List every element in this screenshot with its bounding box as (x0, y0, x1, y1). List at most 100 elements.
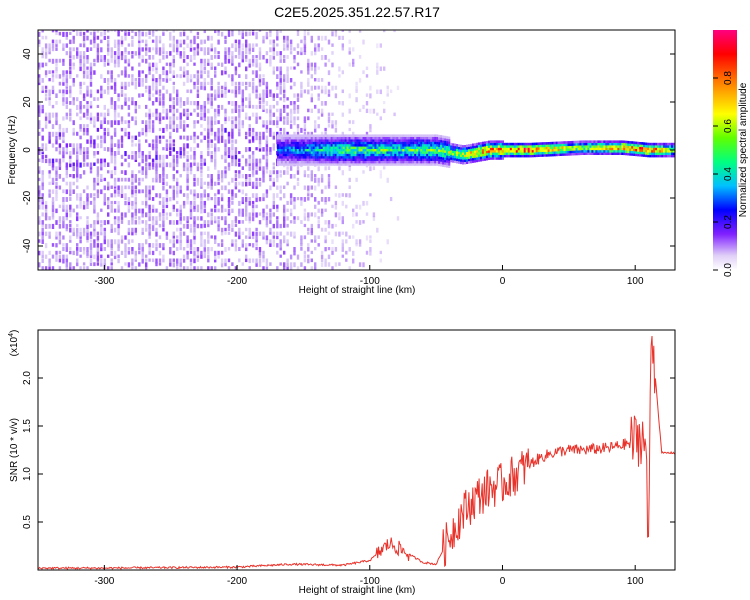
spectrogram-trace-cell (657, 142, 660, 146)
spectrogram-trace-cell (368, 160, 371, 164)
spectrogram-trace-cell (356, 134, 359, 137)
spectrogram-cell (51, 223, 55, 229)
spectrogram-cell (193, 239, 196, 245)
spectrogram-trace-cell (454, 158, 457, 161)
spectrogram-cell (307, 108, 310, 113)
spectrogram-cell (293, 235, 296, 239)
spectrogram-cell (255, 70, 258, 76)
spectrogram-trace-cell (497, 157, 500, 160)
spectrogram-trace-cell (523, 154, 526, 158)
spectrogram-cell (296, 31, 300, 36)
spectrogram-cell (162, 101, 165, 106)
spectrogram-cell (113, 170, 117, 176)
spectrogram-cell (145, 158, 148, 162)
spectrogram-cell (341, 101, 344, 106)
spectrogram-trace-cell (288, 156, 291, 159)
spectrogram-trace-cell (448, 158, 451, 161)
spectrogram-cell (113, 108, 117, 113)
spectrogram-trace-cell (316, 136, 319, 140)
spectrogram-cell (51, 189, 55, 194)
spectrogram-cell (82, 55, 86, 59)
spectrogram-cell (117, 200, 120, 206)
spectrogram-trace-cell (643, 151, 646, 155)
spectrogram-trace-cell (294, 139, 297, 142)
spectrogram-cell (179, 247, 182, 251)
spectrogram-cell (62, 197, 65, 202)
spectrogram-trace-cell (282, 141, 285, 145)
spectrogram-cell (58, 74, 62, 79)
spectrogram-trace-cell (390, 153, 393, 157)
spectrogram-cell (124, 151, 127, 157)
spectrogram-trace-cell (517, 145, 520, 148)
spectrogram-cell (124, 193, 127, 198)
spectrogram-trace-cell (332, 156, 335, 159)
spectrogram-cell (58, 39, 62, 44)
spectrogram-trace-cell (402, 134, 405, 137)
spectrogram-cell (352, 120, 355, 125)
spectrogram-trace-cell (330, 160, 333, 164)
spectrogram-cell (248, 212, 251, 216)
spectrogram-trace-cell (623, 145, 626, 148)
spectrogram-cell (269, 220, 272, 224)
spectrogram-cell (193, 250, 196, 256)
spectrogram-trace-cell (298, 139, 301, 142)
spectrogram-trace-cell (318, 163, 321, 166)
spectrogram-cell (279, 189, 282, 194)
spectrogram-trace-cell (436, 136, 439, 140)
spectrogram-trace-cell (392, 139, 395, 142)
spectrogram-trace-cell (386, 153, 389, 157)
spectrogram-cell (113, 39, 117, 44)
spectrogram-trace-cell (318, 148, 321, 152)
spectrogram-cell (207, 266, 210, 270)
spectrogram-cell (327, 120, 331, 124)
spectrogram-cell (258, 143, 262, 149)
spectrogram-trace-cell (499, 147, 502, 151)
spectrogram-cell (165, 204, 169, 209)
spectrogram-trace-cell (286, 158, 289, 161)
spectrogram-trace-cell (667, 142, 670, 146)
spectrogram-trace-cell (338, 136, 341, 140)
spectrogram-cell (324, 239, 327, 244)
spectrogram-cell (217, 189, 220, 195)
spectrogram-cell (182, 231, 186, 236)
spectrogram-trace-cell (577, 145, 580, 148)
spectrogram-cell (141, 227, 144, 232)
spectrogram-trace-cell (541, 149, 544, 152)
spectrogram-cell (265, 124, 269, 130)
spectrogram-trace-cell (434, 160, 437, 164)
spectrogram-cell (276, 231, 279, 236)
spectrogram-trace-cell (358, 158, 361, 161)
spectrogram-trace-cell (507, 145, 510, 148)
spectrogram-trace-cell (545, 151, 548, 155)
spectrogram-cell (241, 31, 244, 37)
spectrogram-trace-cell (408, 151, 411, 154)
spectrogram-trace-cell (601, 152, 604, 155)
spectrogram-trace-cell (280, 151, 284, 154)
spectrogram-trace-cell (489, 145, 493, 148)
spectrogram-trace-cell (350, 136, 353, 140)
spectrogram-cell (69, 55, 72, 59)
spectrogram-trace-cell (581, 147, 584, 151)
spectrogram-cell (269, 170, 272, 176)
spectrogram-cell (48, 262, 51, 267)
spectrogram-cell (51, 197, 55, 202)
spectrogram-trace-cell (599, 152, 602, 155)
spectrogram-cell (314, 212, 317, 218)
spectrogram-trace-cell (651, 154, 654, 158)
spectrogram-cell (158, 154, 162, 160)
spectrogram-cell (272, 239, 275, 244)
spectrogram-cell (82, 74, 86, 79)
spectrogram-trace-cell (418, 156, 421, 159)
spectrogram-trace-cell (446, 138, 449, 142)
spectrogram-cell (110, 243, 113, 248)
spectrogram-cell (103, 147, 106, 151)
spectrogram-cell (276, 66, 279, 72)
spectrogram-cell (65, 243, 68, 248)
spectrogram-cell (110, 135, 113, 140)
spectrogram-cell (334, 31, 338, 37)
spectrogram-trace-cell (296, 153, 299, 157)
spectrogram-cell (58, 89, 62, 94)
spectrogram-cell (79, 58, 82, 64)
spectrogram-cell (269, 212, 272, 218)
spectrogram-trace-cell (444, 147, 447, 151)
